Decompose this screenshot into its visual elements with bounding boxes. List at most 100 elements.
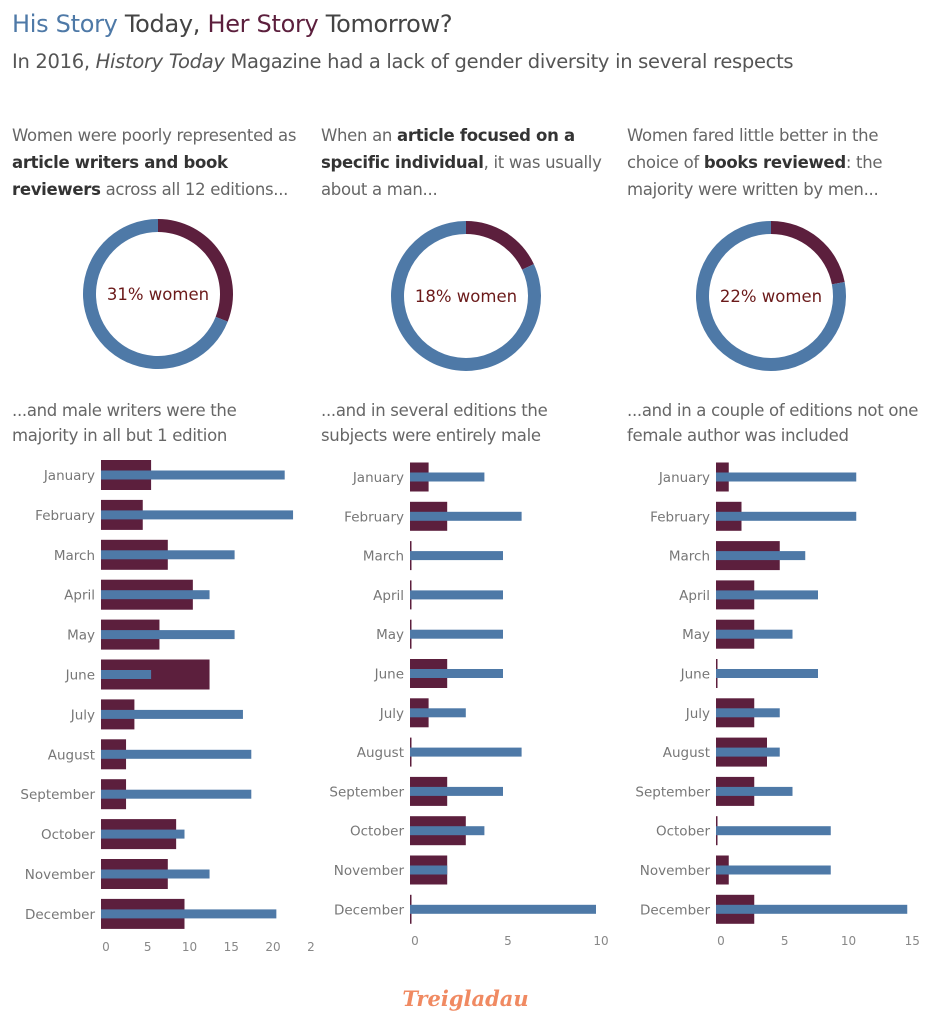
category-label: November bbox=[334, 863, 405, 879]
bar-row-august: August bbox=[48, 739, 252, 770]
bar-row-november: November bbox=[334, 855, 448, 885]
category-label: July bbox=[70, 707, 95, 723]
bar-men bbox=[101, 909, 277, 919]
panel-3-intro: Women fared little better in the choice … bbox=[627, 122, 922, 203]
bar-men bbox=[410, 511, 522, 521]
bar-row-october: October bbox=[656, 816, 831, 846]
panel-1-outro: ...and male writers were the majority in… bbox=[12, 401, 237, 445]
bar-row-june: June bbox=[680, 659, 818, 688]
category-label: April bbox=[679, 588, 710, 604]
category-label: August bbox=[48, 747, 95, 763]
category-label: March bbox=[669, 549, 710, 565]
page-title: His Story Today, Her Story Tomorrow? bbox=[12, 10, 453, 38]
bar-chart-writers: January February March April May June July Augu… bbox=[20, 460, 315, 954]
bar-row-may: May bbox=[682, 619, 793, 649]
panel-3-intro-text: Women fared little better in the choice … bbox=[627, 126, 879, 172]
x-tick-label: 5 bbox=[504, 934, 512, 948]
bar-men bbox=[716, 551, 806, 561]
donut-chart-writers: 31% women bbox=[82, 219, 233, 369]
category-label: December bbox=[640, 902, 710, 918]
bar-men bbox=[716, 826, 831, 836]
bar-men bbox=[101, 709, 243, 719]
bar-men bbox=[716, 786, 793, 796]
panel-3-intro-text-end: : the majority were written by men... bbox=[627, 153, 883, 199]
bar-row-may: May bbox=[67, 619, 235, 650]
category-label: May bbox=[67, 628, 95, 644]
panel-3-intro-emphasis: books reviewed bbox=[703, 153, 846, 172]
bar-men bbox=[716, 747, 780, 757]
category-label: September bbox=[635, 784, 710, 800]
category-label: May bbox=[376, 627, 404, 643]
bar-row-march: March bbox=[363, 541, 503, 571]
title-his-story: His Story bbox=[12, 10, 118, 38]
donut-chart-books: 22% women bbox=[696, 221, 846, 371]
bar-men bbox=[101, 590, 210, 600]
bar-men bbox=[101, 510, 294, 520]
bar-men bbox=[101, 550, 235, 560]
donut-slice-women bbox=[158, 219, 233, 322]
bar-men bbox=[410, 590, 503, 600]
panel-1-intro-emphasis: article writers and book reviewers bbox=[12, 153, 228, 199]
bar-men bbox=[716, 865, 831, 875]
category-label: February bbox=[344, 509, 404, 525]
bar-row-january: January bbox=[658, 462, 857, 492]
bar-row-march: March bbox=[669, 541, 806, 571]
bar-men bbox=[410, 629, 503, 639]
bar-row-june: June bbox=[65, 659, 210, 690]
category-label: March bbox=[54, 548, 95, 564]
bar-men bbox=[101, 869, 210, 879]
bar-men bbox=[410, 865, 448, 875]
bar-men bbox=[716, 629, 793, 639]
bar-chart-subjects: January February March April May June July Augu… bbox=[329, 462, 609, 948]
category-label: October bbox=[41, 827, 95, 843]
bar-men bbox=[410, 472, 485, 482]
bar-row-july: July bbox=[70, 699, 243, 730]
bar-row-february: February bbox=[344, 501, 522, 531]
x-tick-label: 10 bbox=[841, 934, 856, 948]
bar-row-september: September bbox=[635, 776, 793, 806]
bar-row-april: April bbox=[64, 579, 210, 610]
bar-row-november: November bbox=[640, 855, 831, 885]
panel-2-outro: ...and in several editions the subjects … bbox=[321, 401, 548, 445]
bar-row-september: September bbox=[329, 776, 503, 806]
panel-2-intro-text-end: , it was usually about a man... bbox=[321, 153, 602, 199]
panel-3-outro: ...and in a couple of editions not one f… bbox=[627, 401, 919, 445]
bar-row-august: August bbox=[663, 737, 780, 767]
category-label: October bbox=[656, 824, 710, 840]
category-label: July bbox=[379, 706, 404, 722]
panel-2-intro-emphasis: article focused on a specific individual bbox=[321, 126, 575, 172]
category-label: June bbox=[374, 667, 404, 683]
bar-row-october: October bbox=[350, 816, 485, 846]
category-label: December bbox=[25, 907, 95, 923]
x-tick-label: 15 bbox=[905, 934, 920, 948]
title-her-story: Her Story bbox=[207, 10, 319, 38]
panel-2-intro-text: When an bbox=[321, 126, 398, 145]
bar-row-december: December bbox=[640, 894, 908, 924]
donut-slice-women bbox=[771, 221, 845, 285]
bar-row-january: January bbox=[43, 460, 285, 490]
category-label: May bbox=[682, 627, 710, 643]
bar-men bbox=[101, 670, 152, 679]
category-label: September bbox=[20, 787, 95, 803]
bar-row-april: April bbox=[679, 580, 818, 610]
category-label: September bbox=[329, 784, 404, 800]
subtitle-lead: In 2016, bbox=[12, 50, 96, 73]
donut-center-label: 31% women bbox=[107, 285, 209, 304]
bar-men bbox=[101, 470, 285, 480]
bar-chart-books: January February March April May June July Augu… bbox=[635, 462, 920, 948]
bar-men bbox=[716, 472, 857, 482]
x-tick-label: 10 bbox=[593, 934, 608, 948]
donut-center-label: 22% women bbox=[720, 287, 822, 306]
bar-row-october: October bbox=[41, 819, 185, 850]
title-tomorrow: Tomorrow? bbox=[318, 10, 453, 38]
bar-row-july: July bbox=[379, 698, 466, 728]
bar-row-august: August bbox=[357, 737, 522, 767]
bar-men bbox=[101, 749, 252, 759]
category-label: April bbox=[64, 588, 95, 604]
subtitle-rest: Magazine had a lack of gender diversity … bbox=[224, 50, 794, 73]
bar-men bbox=[410, 786, 503, 796]
category-label: January bbox=[658, 470, 710, 486]
bar-row-january: January bbox=[352, 462, 485, 492]
bar-men bbox=[716, 708, 780, 718]
category-label: April bbox=[373, 588, 404, 604]
